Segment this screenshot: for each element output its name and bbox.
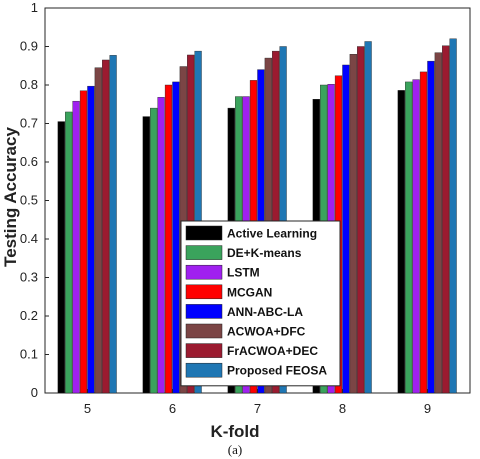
legend-swatch	[185, 304, 223, 319]
x-axis-label: K-fold	[210, 422, 259, 441]
x-tick-label: 5	[84, 401, 91, 416]
bar-proposed-feosa-k7	[279, 46, 287, 394]
y-tick-label: 0	[31, 385, 38, 400]
legend-label: Active Learning	[227, 227, 317, 241]
y-tick-label: 1	[31, 0, 38, 15]
y-tick-label: 0.2	[20, 308, 38, 323]
x-axis-ticks: 5 6 7 8 9	[84, 389, 431, 416]
bar-active-learning-k6	[142, 116, 150, 394]
bar-proposed-feosa-k8	[364, 41, 372, 394]
y-tick-label: 0.4	[20, 231, 38, 246]
legend-label: DE+K-means	[227, 246, 302, 260]
y-tick-label: 0.3	[20, 270, 38, 285]
legend-swatch	[185, 264, 223, 280]
bar-de-k-means-k9	[405, 81, 413, 394]
figure-caption: (a)	[228, 442, 242, 457]
y-tick-label: 0.6	[20, 154, 38, 169]
legend-label: MCGAN	[227, 285, 272, 299]
bar-lstm-k9	[412, 79, 420, 394]
bar-ann-abc-la-k6	[172, 81, 180, 394]
bar-acwoa-dfc-k9	[434, 52, 442, 394]
bar-acwoa-dfc-k8	[349, 54, 357, 394]
bar-mcgan-k5	[79, 90, 88, 394]
bar-ann-abc-la-k5	[87, 85, 95, 394]
legend-swatch	[185, 245, 223, 260]
legend: Active Learning DE+K-means LSTM MCGAN ANN-AB…	[180, 220, 341, 387]
bar-lstm-k6	[157, 97, 165, 394]
legend-swatch	[185, 225, 223, 241]
legend-label: Proposed FEOSA	[227, 364, 327, 378]
bar-fracwoa-dec-k9	[442, 45, 450, 394]
bar-fracwoa-dec-k8	[357, 46, 365, 394]
bar-mcgan-k9	[419, 71, 428, 394]
legend-swatch	[185, 343, 223, 358]
y-tick-label: 0.7	[20, 116, 38, 131]
bar-active-learning-k9	[397, 90, 405, 394]
bar-lstm-k5	[72, 100, 80, 394]
bar-de-k-means-k5	[65, 111, 73, 394]
legend-label: FrACWOA+DEC	[227, 344, 318, 358]
bar-ann-abc-la-k8	[342, 64, 350, 394]
y-tick-label: 0.5	[20, 193, 38, 208]
x-tick-label: 6	[169, 401, 176, 416]
y-axis-ticks: 0 0.1 0.2 0.3 0.4 0.5 0.6 0.7 0.8 0.9 1	[20, 0, 49, 400]
bar-ann-abc-la-k9	[427, 60, 435, 394]
legend-label: ANN-ABC-LA	[227, 305, 303, 319]
bar-proposed-feosa-k5	[109, 55, 117, 394]
bar-mcgan-k6	[164, 84, 173, 394]
bar-fracwoa-dec-k5	[102, 59, 110, 394]
y-tick-label: 0.8	[20, 77, 38, 92]
legend-swatch	[185, 284, 223, 300]
x-tick-label: 8	[339, 401, 346, 416]
bar-de-k-means-k6	[150, 107, 158, 394]
y-tick-label: 0.9	[20, 39, 38, 54]
legend-label: ACWOA+DFC	[227, 325, 306, 339]
bar-proposed-feosa-k9	[449, 38, 457, 394]
legend-swatch	[185, 362, 223, 378]
legend-swatch	[185, 323, 223, 339]
bar-acwoa-dfc-k5	[94, 67, 102, 394]
y-axis-label: Testing Accuracy	[1, 127, 20, 267]
y-tick-label: 0.1	[20, 347, 38, 362]
x-tick-label: 9	[424, 401, 431, 416]
bar-active-learning-k5	[57, 121, 65, 394]
x-tick-label: 7	[254, 401, 261, 416]
legend-label: LSTM	[227, 266, 260, 280]
